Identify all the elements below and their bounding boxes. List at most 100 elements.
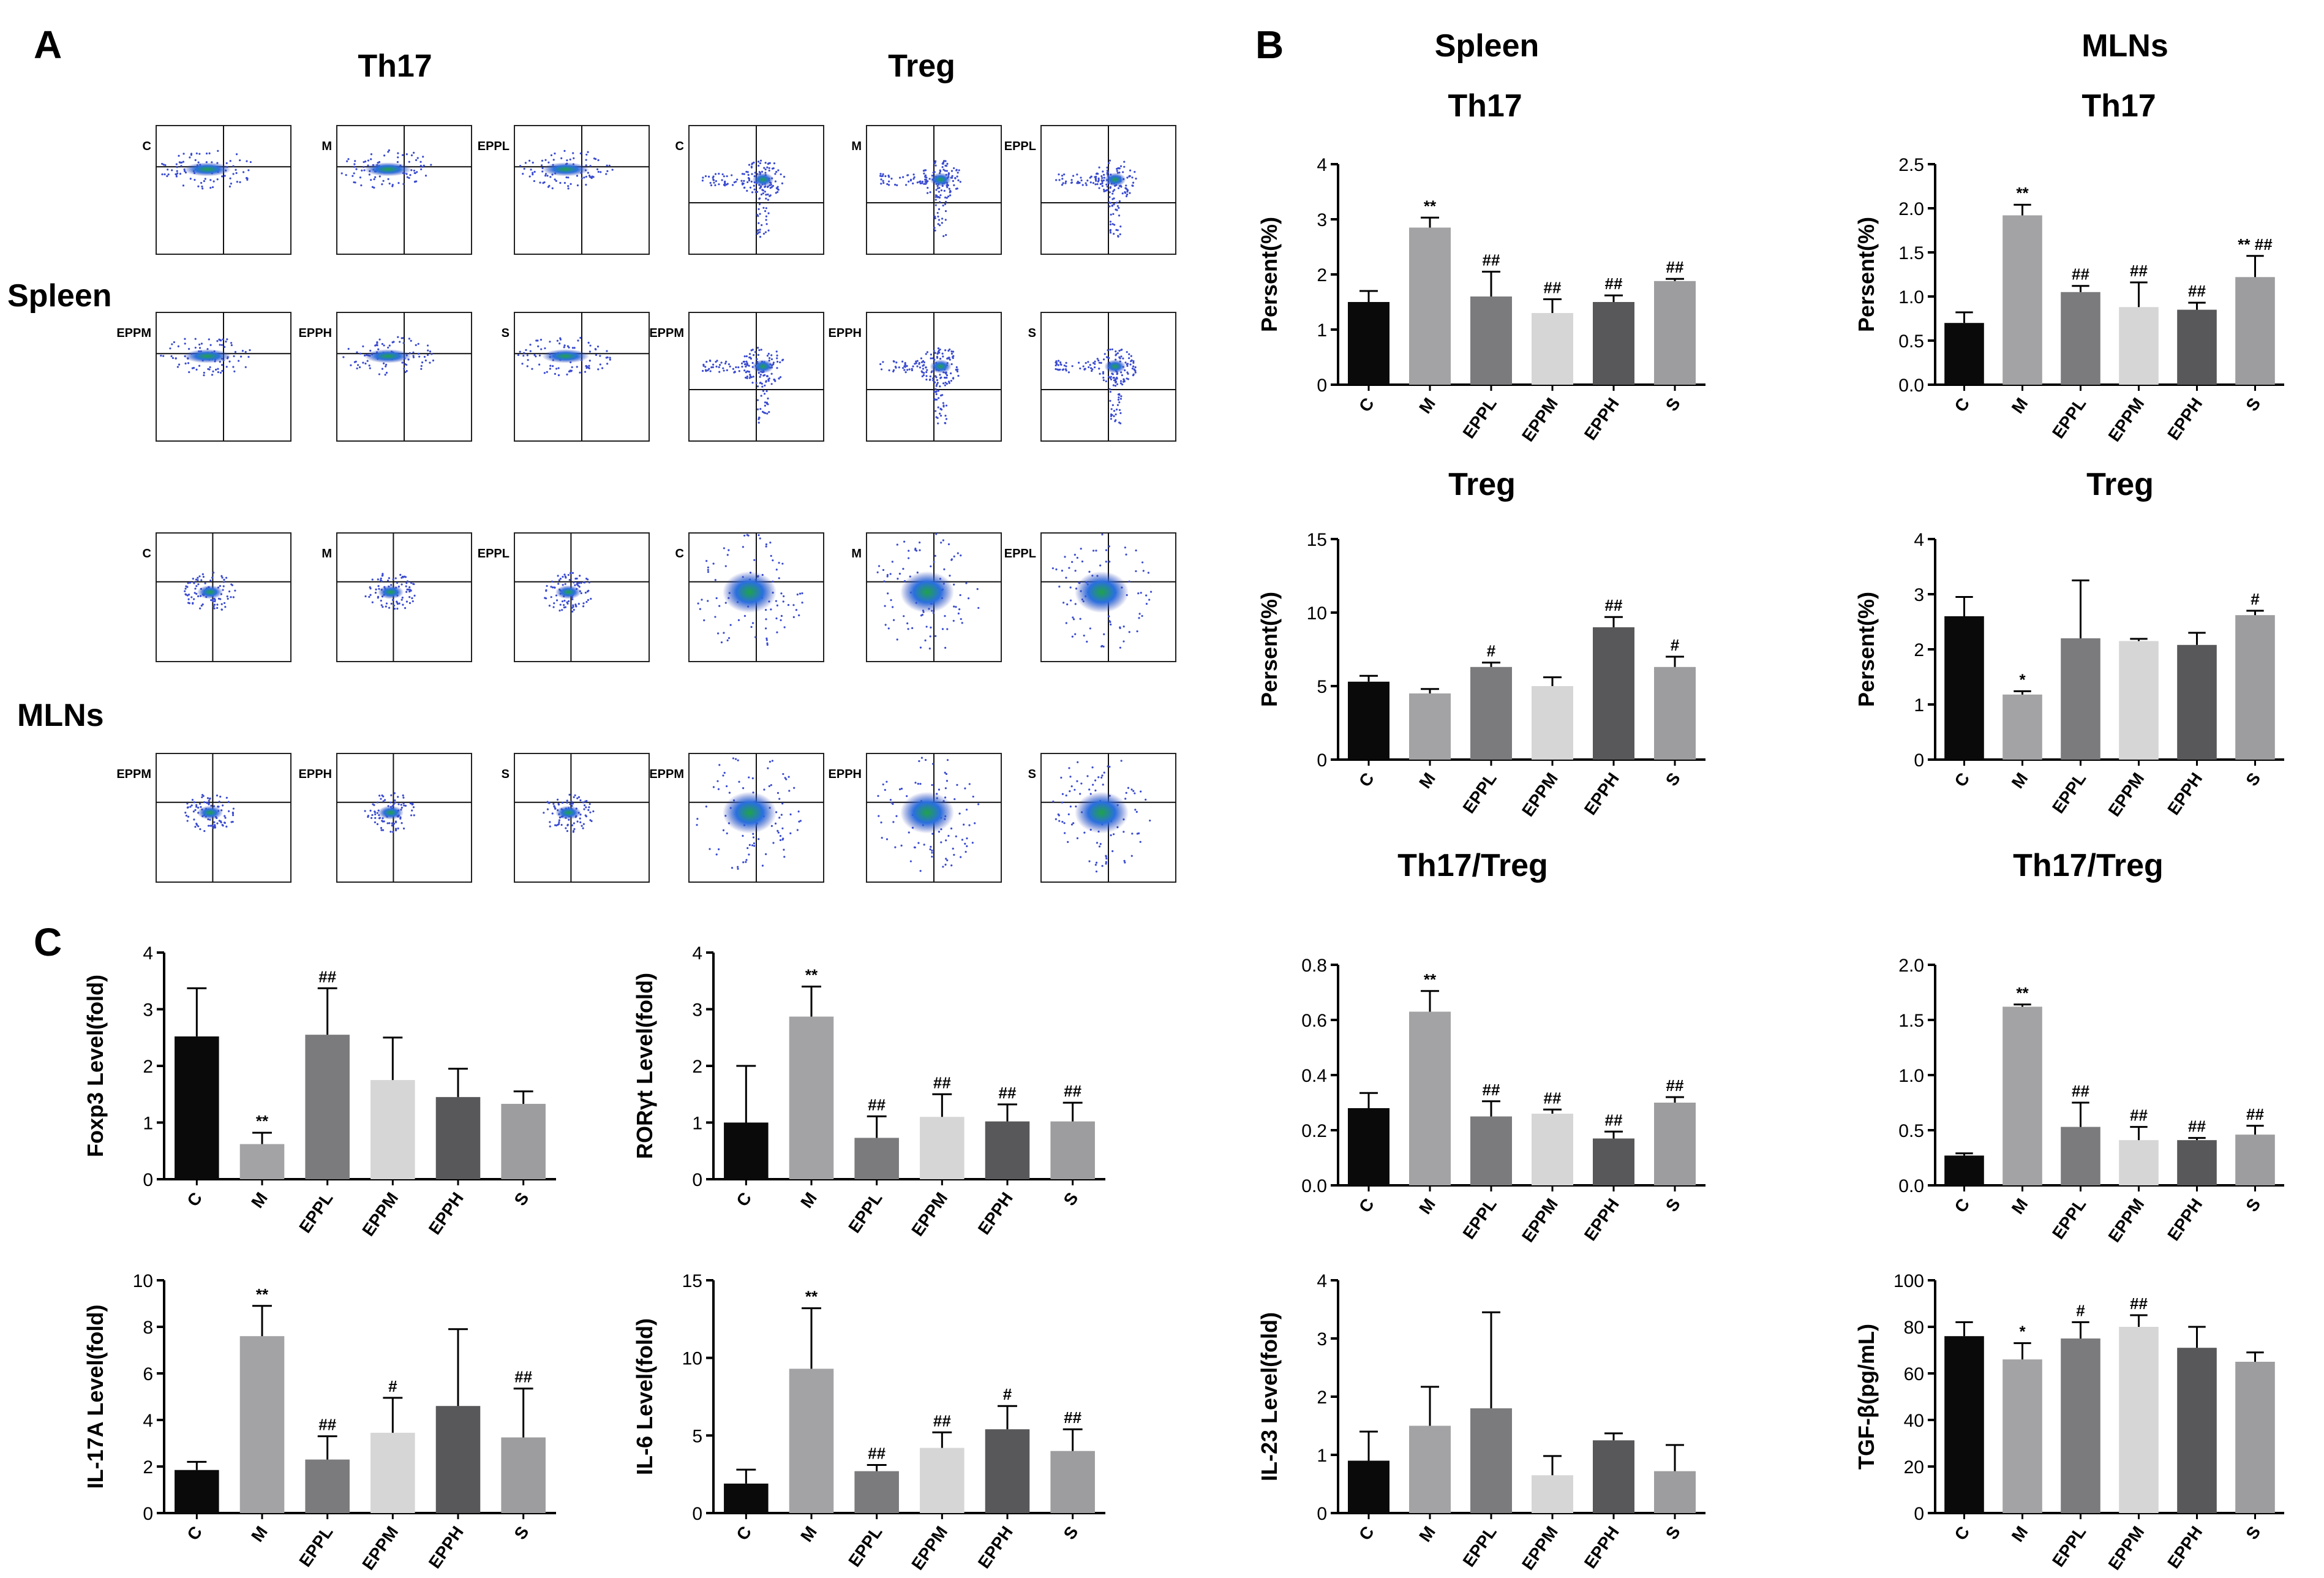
panel-label-c: C [34,920,62,964]
flow-plot-events [879,347,960,425]
y-tick-label: 2 [143,1457,153,1478]
spleen-heading: Spleen [1435,28,1540,64]
y-tick-label: 4 [692,943,702,964]
y-tick-label: 0 [1317,1504,1327,1524]
x-tick-label: EPPH [1581,1523,1623,1572]
significance-label: ** [2016,984,2029,1002]
mlns-heading: MLNs [2081,28,2168,64]
x-tick-label: EPPH [2164,769,2206,818]
significance-label: ** [1424,970,1437,989]
significance-label: # [388,1377,397,1395]
y-tick-label: 3 [1317,210,1327,230]
y-tick-label: 60 [1904,1364,1924,1384]
flow-plot-density [752,359,774,374]
y-tick-label: 5 [1317,677,1327,697]
bar [1654,281,1696,385]
panel-label-a: A [34,23,62,67]
y-tick-label: 2 [692,1057,702,1077]
bar-chart: Treg 0 5 10 15 Persent(%) C M # EPPL EPPM ## EPPH # S [1257,467,1705,820]
x-tick-label: M [2008,769,2032,792]
chart-title: Th17 [2081,88,2156,124]
chart-title: Th17/Treg [2013,848,2164,883]
y-tick-label: 0 [143,1504,153,1524]
x-tick-label: C [732,1189,755,1210]
bar-chart: 0 1 2 3 4 Foxp3 Level(fold) C ** M ## EPPL EPPM EPPH… [83,943,556,1239]
bar [501,1437,546,1513]
y-tick-label: 1.0 [1898,287,1924,308]
flow-plot-events [1055,348,1137,425]
bar [1409,227,1451,385]
y-tick-label: 5 [692,1426,702,1446]
flow-plot-events [701,347,784,424]
flow-plot: EPPM [116,312,291,442]
th17-heading: Th17 [358,48,432,84]
flow-plot-label: M [322,547,332,561]
x-tick-label: S [1059,1189,1081,1209]
bar [854,1138,899,1179]
significance-label: ** [256,1285,269,1304]
x-tick-label: S [1662,1195,1684,1215]
bar [1348,1460,1390,1513]
significance-label: ## [1483,1081,1500,1099]
bar [2119,1140,2159,1185]
flow-plot-label: M [851,547,862,561]
x-tick-label: C [1355,1523,1378,1544]
bar [370,1080,415,1179]
significance-label: ** [256,1112,269,1130]
y-tick-label: 8 [143,1318,153,1338]
flow-plot: M [851,532,1002,662]
flow-plot: EPPL [1004,125,1176,255]
flow-plot-events [697,534,803,646]
significance-label: # [1671,636,1680,654]
x-tick-label: EPPM [908,1189,951,1240]
bar-chart: Th17/Treg 0.0 0.5 1.0 1.5 2.0 C ** M ## EPPL ## EPPM… [1898,848,2284,1245]
bar [1409,1011,1451,1185]
bar [985,1429,1030,1513]
y-tick-label: 2 [1317,1387,1327,1408]
significance-label: ## [2130,1294,2148,1313]
bar-chart: Th17 0 1 2 3 4 Persent(%) C ** M ## EPPL ## EPPM ## EPP… [1257,88,1705,445]
flow-plot-label: S [1028,768,1036,781]
significance-label: # [2076,1301,2085,1319]
y-tick-label: 2.5 [1898,155,1924,175]
bar [1348,302,1390,385]
x-tick-label: EPPL [1459,394,1500,442]
x-tick-label: C [732,1523,755,1544]
flow-plot-density [1075,571,1129,613]
y-tick-label: 100 [1893,1271,1924,1291]
x-tick-label: EPPL [844,1523,886,1571]
bar [2177,1348,2217,1513]
y-tick-label: 0 [1317,750,1327,771]
significance-label: ## [2072,1082,2089,1100]
x-tick-label: EPPM [1518,394,1562,445]
significance-label: ## [868,1444,886,1462]
significance-label: ## [2188,1117,2206,1136]
flow-plot-label: EPPM [649,327,684,340]
x-tick-label: EPPL [2048,1195,2089,1243]
x-tick-label: EPPM [358,1523,402,1574]
bar-chart: 0 20 40 60 80 100 TGF-β(pg/mL) C * M # EPPL ## EPPM EP… [1854,1271,2284,1573]
x-tick-label: M [1415,1195,1439,1218]
x-tick-label: S [2242,1523,2264,1543]
x-tick-label: C [1950,769,1973,790]
flow-plot-density [555,585,582,599]
y-tick-label: 3 [1317,1329,1327,1350]
bar-chart: Treg 0 1 2 3 4 Persent(%) C * M EPPL EPPM EPPH # S [1854,467,2284,820]
flow-plot-density [541,162,590,176]
y-tick-label: 1 [1914,695,1924,715]
flow-plot-label: EPPL [478,547,510,561]
flow-plot: S [502,312,650,442]
x-tick-label: M [1415,394,1439,417]
x-tick-label: EPPM [1518,1195,1562,1246]
y-tick-label: 2.0 [1898,199,1924,219]
y-axis-label: Persent(%) [1854,217,1879,332]
y-axis-label: Persent(%) [1854,592,1879,707]
bar [239,1336,285,1513]
x-tick-label: S [2242,769,2264,790]
flow-plot-events [879,160,961,238]
x-tick-label: C [1355,394,1378,415]
significance-label: ## [868,1095,886,1114]
flow-plot-label: EPPL [478,140,510,153]
bar [175,1036,219,1179]
bar [2002,215,2042,385]
